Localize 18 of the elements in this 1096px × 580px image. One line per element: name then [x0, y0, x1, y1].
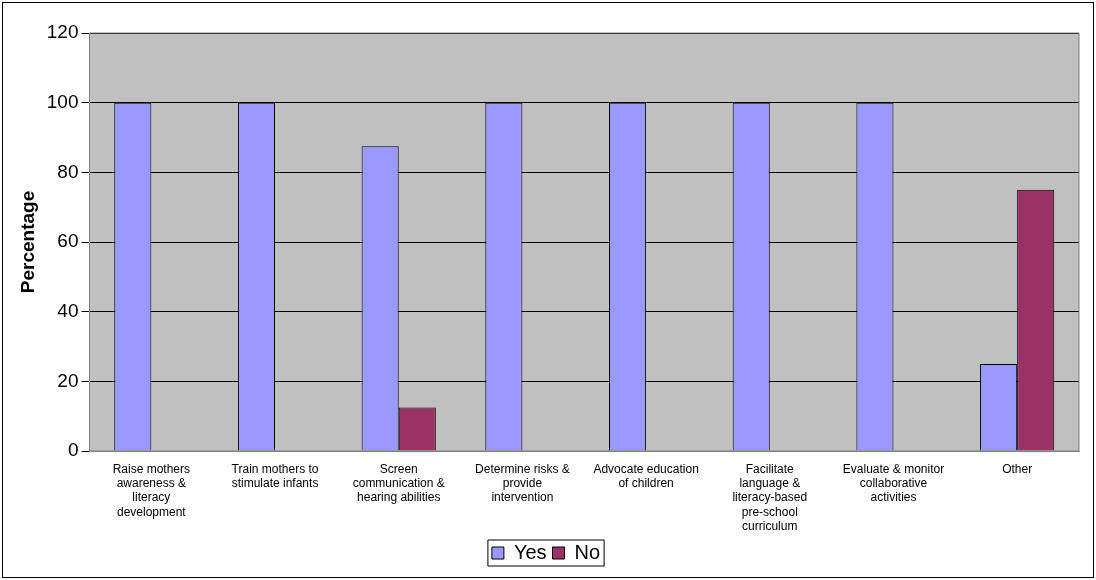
x-tick-label: Train mothers to stimulate infants: [231, 461, 319, 490]
y-tick-label: 20: [57, 369, 79, 391]
x-tick-label: Evaluate & monitor collaborative activities: [842, 461, 945, 505]
x-tick-label: Raise mothers awareness & literacy development: [112, 461, 191, 519]
x-tick-label: Advocate education of children: [593, 461, 699, 490]
x-tick-label: Screen communication & hearing abilities: [352, 461, 445, 505]
x-tick-label: Facilitate language & literacy-based pre-school curriculum: [732, 461, 808, 534]
legend-label: Yes: [513, 540, 547, 563]
y-tick-label: 80: [57, 160, 79, 182]
y-tick-label: 40: [57, 299, 79, 321]
y-tick-label: 120: [46, 21, 79, 43]
y-tick-label: 60: [57, 230, 79, 252]
y-tick-label: 100: [46, 90, 79, 112]
y-axis-title: Percentage: [16, 190, 38, 294]
x-tick-label: Determine risks & provide intervention: [475, 461, 570, 505]
y-tick-label: 0: [67, 439, 79, 461]
legend-label: No: [574, 540, 601, 563]
x-tick-label: Other: [1002, 461, 1033, 476]
